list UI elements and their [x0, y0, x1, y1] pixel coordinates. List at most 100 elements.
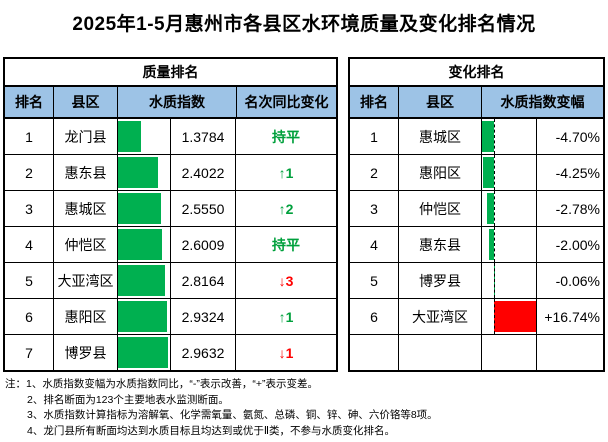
- change-table-header-row: 排名 县区 水质指数变幅: [350, 87, 603, 119]
- district-name: 龙门县: [54, 119, 118, 154]
- water-quality-index-bar-cell: [118, 227, 171, 262]
- index-delta-bar-cell: [482, 119, 537, 154]
- water-quality-index-bar-cell: [118, 155, 171, 190]
- rank-yoy-change: ↓3: [278, 272, 294, 289]
- change-header-delta: 水质指数变幅: [482, 87, 603, 117]
- quality-header-district: 县区: [54, 87, 118, 117]
- empty-cell: [350, 335, 399, 370]
- district-name: 仲恺区: [399, 191, 482, 226]
- quality-rank-value: 7: [5, 335, 54, 370]
- index-delta-bar-cell: [482, 299, 537, 334]
- bar-zero-axis-line: [493, 299, 495, 334]
- quality-table-row: 1 龙门县 1.3784 持平: [5, 119, 336, 155]
- index-delta-value: -2.00%: [555, 236, 600, 253]
- bar-zero-axis-line: [493, 119, 495, 154]
- change-rank-value: 3: [350, 191, 399, 226]
- district-name: 惠阳区: [54, 299, 118, 334]
- water-quality-index-value: 1.3784: [171, 119, 236, 154]
- empty-cell: [482, 335, 537, 370]
- rank-yoy-change: 持平: [272, 128, 300, 145]
- index-delta-value: -0.06%: [555, 272, 600, 289]
- bar-zero-axis-line: [493, 227, 495, 262]
- quality-ranking-table: 质量排名 排名 县区 水质指数 名次同比变化 1 龙门县 1.3784 持平 2 惠东县 2…: [3, 57, 338, 372]
- water-quality-index-bar-cell: [118, 263, 171, 298]
- quality-header-change: 名次同比变化: [237, 87, 336, 117]
- quality-rank-value: 1: [5, 119, 54, 154]
- quality-table-row: 2 惠东县 2.4022 ↑1: [5, 155, 336, 191]
- rank-yoy-change: ↑2: [278, 200, 294, 217]
- water-quality-index-value: 2.9324: [171, 299, 236, 334]
- index-delta-value: -2.78%: [555, 200, 600, 217]
- index-delta-bar-cell: [482, 155, 537, 190]
- bar-zero-axis-line: [493, 191, 495, 226]
- quality-table-header-row: 排名 县区 水质指数 名次同比变化: [5, 87, 336, 119]
- footnotes: 注：1、水质指数变幅为水质指数同比，“-”表示改善，“+”表示变差。 2、排名断面…: [5, 377, 438, 439]
- change-ranking-table: 变化排名 排名 县区 水质指数变幅 1 惠城区 -4.70% 2 惠阳区 -4.25% 3 仲…: [348, 57, 605, 372]
- district-name: 惠阳区: [399, 155, 482, 190]
- change-rank-value: 6: [350, 299, 399, 334]
- delta-bar-improve-green: [483, 157, 494, 188]
- change-rank-value: 5: [350, 263, 399, 298]
- footnote-line: 2、排名断面为123个主要地表水监测断面。: [27, 393, 438, 409]
- district-name: 大亚湾区: [399, 299, 482, 334]
- index-delta-bar-cell: [482, 191, 537, 226]
- footnote-label: 注：: [5, 378, 26, 390]
- empty-cell: [537, 335, 603, 370]
- change-table-title: 变化排名: [350, 59, 603, 87]
- quality-rank-value: 5: [5, 263, 54, 298]
- rank-yoy-change: ↓1: [278, 344, 294, 361]
- delta-bar-negative-trend-red: [493, 301, 536, 332]
- quality-table-row: 6 惠阳区 2.9324 ↑1: [5, 299, 336, 335]
- index-delta-value: +16.74%: [544, 308, 600, 325]
- index-delta-bar-cell: [482, 227, 537, 262]
- index-delta-value: -4.70%: [555, 128, 600, 145]
- district-name: 惠东县: [54, 155, 118, 190]
- index-data-bar: [118, 121, 142, 152]
- index-data-bar: [118, 193, 162, 224]
- district-name: 惠城区: [54, 191, 118, 226]
- change-rank-value: 2: [350, 155, 399, 190]
- district-name: 博罗县: [54, 335, 118, 370]
- index-data-bar: [118, 229, 162, 260]
- change-rank-value: 4: [350, 227, 399, 262]
- district-name: 惠城区: [399, 119, 482, 154]
- change-table-row: 1 惠城区 -4.70%: [350, 119, 603, 155]
- water-quality-index-value: 2.4022: [171, 155, 236, 190]
- footnote-text: 4、龙门县所有断面均达到水质目标且均达到或优于Ⅱ类，不参与水质变化排名。: [27, 424, 396, 437]
- change-table-empty-row: [350, 335, 603, 370]
- water-quality-index-value: 2.5550: [171, 191, 236, 226]
- quality-table-title: 质量排名: [5, 59, 336, 87]
- delta-bar-improve-green: [486, 193, 494, 224]
- water-quality-index-bar-cell: [118, 119, 171, 154]
- district-name: 博罗县: [399, 263, 482, 298]
- quality-rank-value: 6: [5, 299, 54, 334]
- change-table-row: 2 惠阳区 -4.25%: [350, 155, 603, 191]
- index-data-bar: [118, 265, 166, 296]
- footnote-text: 3、水质指数计算指标为溶解氧、化学需氧量、氨氮、总磷、铜、锌、砷、六价铬等8项。: [27, 409, 438, 421]
- index-data-bar: [118, 301, 168, 332]
- footnote-text: 2、排名断面为123个主要地表水监测断面。: [27, 393, 229, 406]
- footnote-line: 3、水质指数计算指标为溶解氧、化学需氧量、氨氮、总磷、铜、锌、砷、六价铬等8项。: [27, 408, 438, 424]
- quality-table-row: 3 惠城区 2.5550 ↑2: [5, 191, 336, 227]
- change-table-row: 6 大亚湾区 +16.74%: [350, 299, 603, 335]
- bar-zero-axis-line: [493, 263, 495, 298]
- change-table-row: 4 惠东县 -2.00%: [350, 227, 603, 263]
- district-name: 惠东县: [399, 227, 482, 262]
- quality-table-row: 4 仲恺区 2.6009 持平: [5, 227, 336, 263]
- quality-rank-value: 2: [5, 155, 54, 190]
- water-quality-index-bar-cell: [118, 335, 171, 370]
- rank-yoy-change: ↑1: [278, 164, 294, 181]
- footnote-text: 1、水质指数变幅为水质指数同比，“-”表示改善，“+”表示变差。: [26, 378, 318, 390]
- delta-bar-improve-green: [482, 121, 494, 152]
- water-quality-index-value: 2.9632: [171, 335, 236, 370]
- quality-header-index: 水质指数: [118, 87, 237, 117]
- district-name: 仲恺区: [54, 227, 118, 262]
- empty-cell: [399, 335, 482, 370]
- report-title: 2025年1-5月惠州市各县区水环境质量及变化排名情况: [72, 14, 536, 35]
- change-rank-value: 1: [350, 119, 399, 154]
- footnote-line: 4、龙门县所有断面均达到水质目标且均达到或优于Ⅱ类，不参与水质变化排名。: [27, 424, 438, 440]
- index-delta-value: -4.25%: [555, 164, 600, 181]
- delta-bar-improve-green: [488, 229, 494, 260]
- rank-yoy-change: 持平: [272, 236, 300, 253]
